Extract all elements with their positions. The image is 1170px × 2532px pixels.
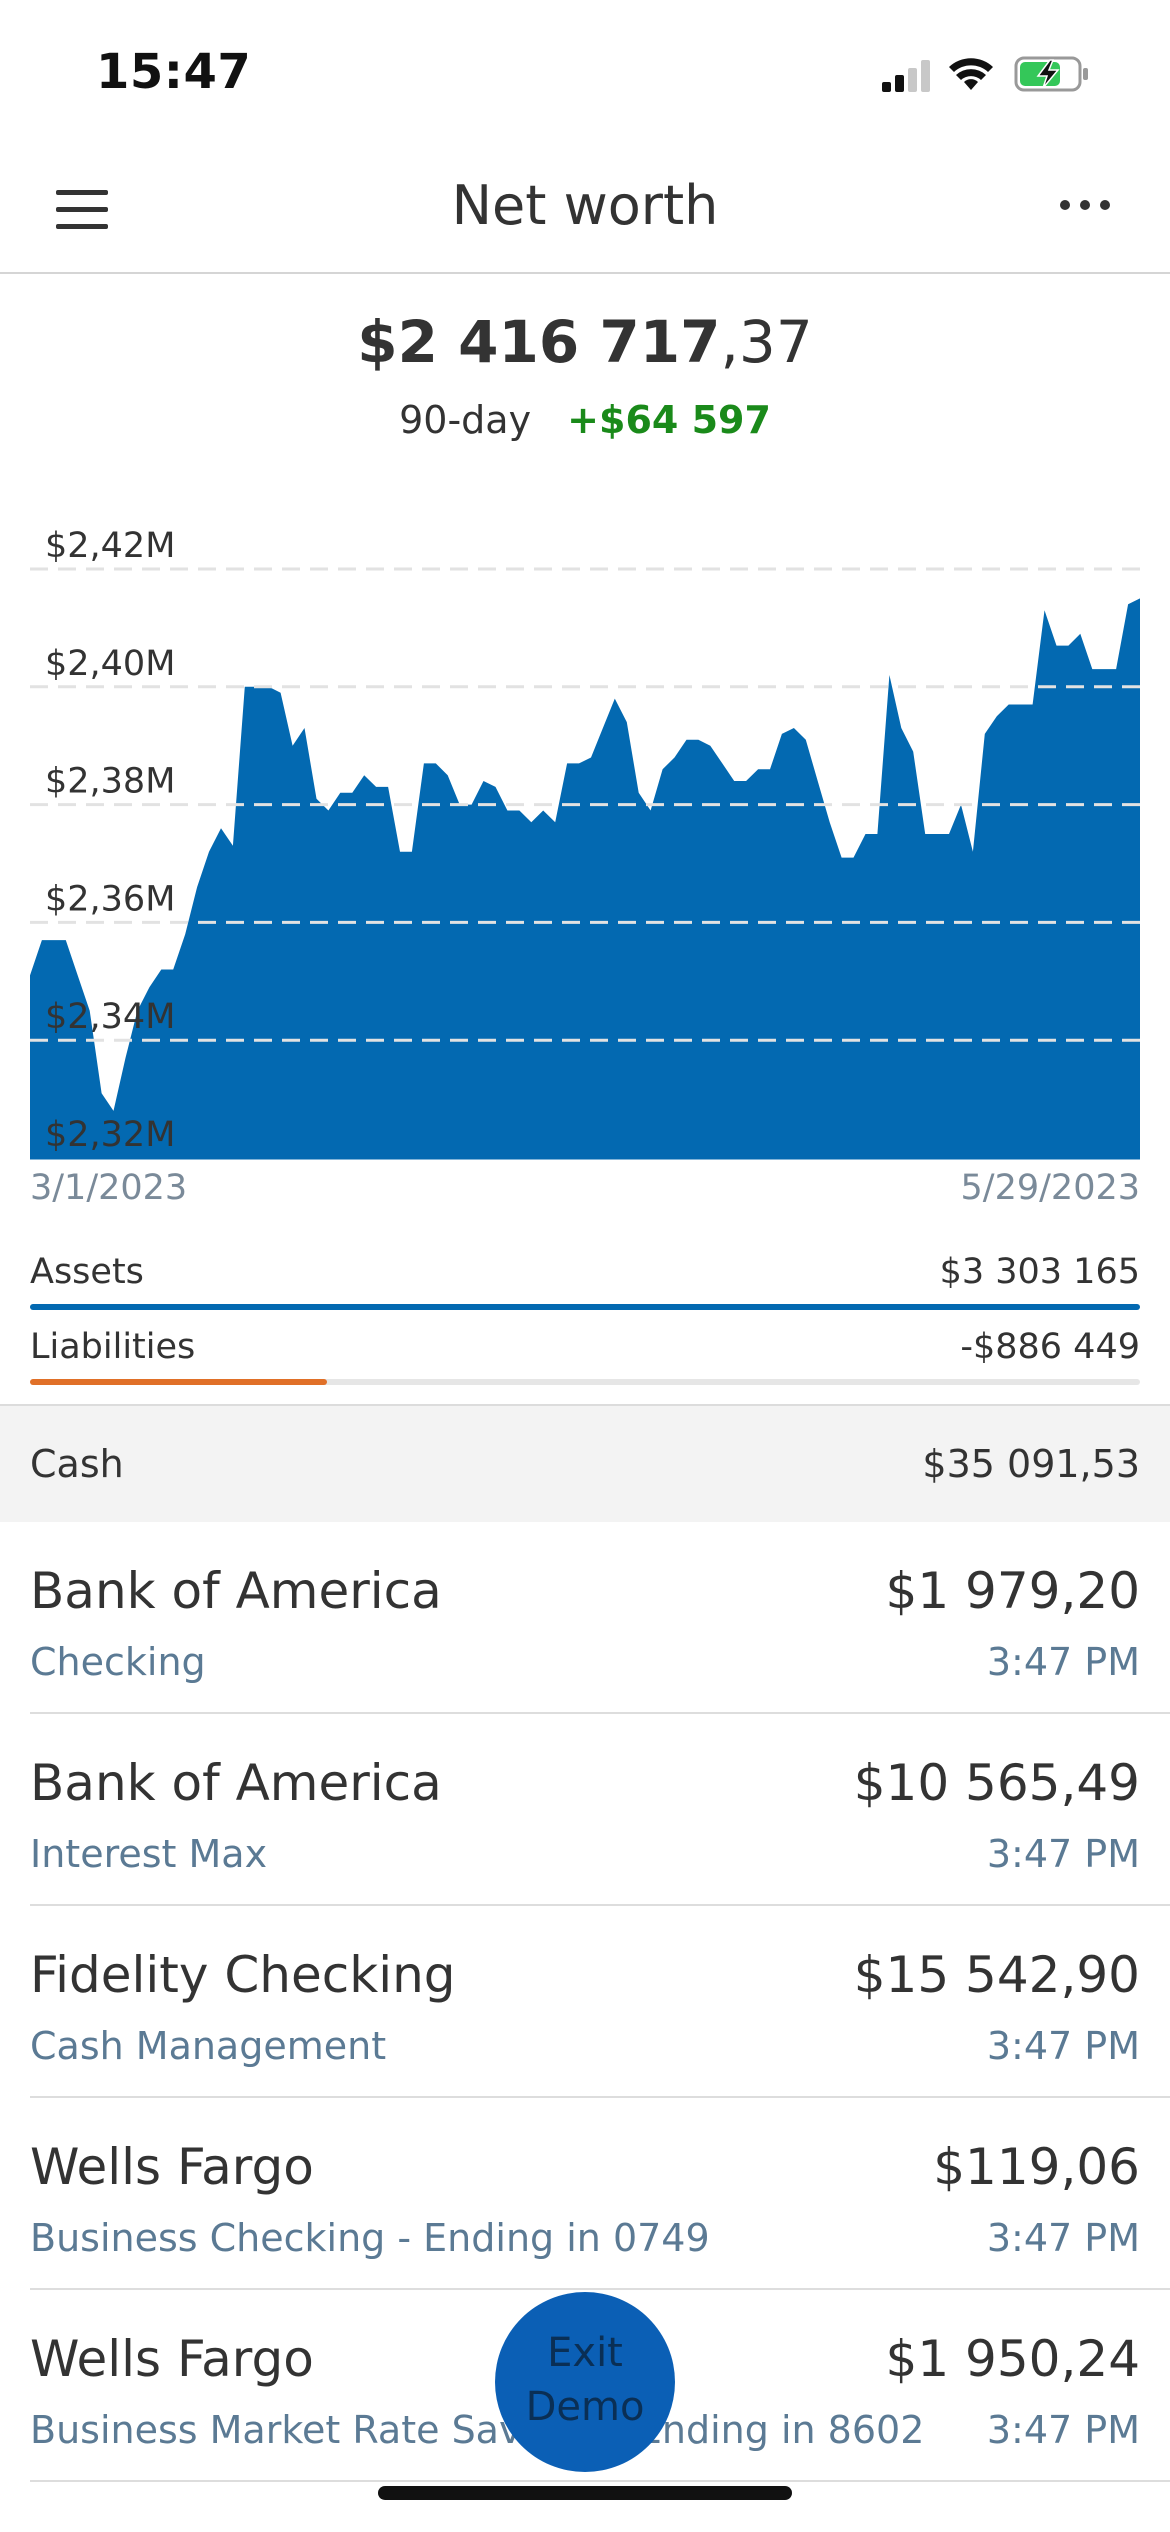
account-updated-time: 3:47 PM: [986, 2408, 1140, 2452]
account-type: Business Checking - Ending in 0749: [30, 2216, 710, 2260]
account-balance: $10 565,49: [853, 1754, 1140, 1812]
y-tick-label: $2,40M: [45, 644, 175, 684]
cash-section-header[interactable]: Cash $35 091,53: [0, 1404, 1170, 1522]
cellular-signal-icon: [882, 60, 930, 92]
net-worth-total: $2 416 717,37: [0, 308, 1170, 376]
exit-demo-button[interactable]: Exit Demo: [495, 2292, 675, 2472]
row-divider: [30, 2096, 1170, 2098]
net-worth-chart[interactable]: $2,42M $2,40M $2,38M $2,36M $2,34M $2,32M: [0, 510, 1170, 1210]
y-tick-label: $2,32M: [45, 1115, 175, 1155]
account-name: Fidelity Checking: [30, 1946, 456, 2004]
account-updated-time: 3:47 PM: [986, 2216, 1140, 2260]
assets-label: Assets: [30, 1252, 144, 1292]
hamburger-menu-icon[interactable]: [50, 182, 120, 238]
liabilities-bar: [30, 1379, 1140, 1385]
net-worth-change: 90-day +$64 597: [0, 398, 1170, 442]
account-row[interactable]: Wells Fargo $119,06 Business Checking - …: [0, 2098, 1170, 2290]
nav-bar: Net worth: [0, 140, 1170, 274]
cash-total: $35 091,53: [922, 1442, 1140, 1486]
account-row[interactable]: Fidelity Checking $15 542,90 Cash Manage…: [0, 1906, 1170, 2098]
exit-demo-label-line1: Exit: [547, 2330, 623, 2376]
page-title: Net worth: [451, 174, 719, 237]
change-value: +$64 597: [567, 398, 771, 442]
exit-demo-label-line2: Demo: [525, 2384, 645, 2430]
net-worth-area-series[interactable]: [30, 598, 1140, 1158]
chart-end-date: 5/29/2023: [960, 1168, 1140, 1208]
cash-label: Cash: [30, 1442, 124, 1486]
account-name: Wells Fargo: [30, 2138, 314, 2196]
y-tick-label: $2,38M: [45, 762, 175, 802]
assets-value: $3 303 165: [939, 1252, 1140, 1292]
account-balance: $119,06: [933, 2138, 1140, 2196]
account-updated-time: 3:47 PM: [986, 2024, 1140, 2068]
account-row[interactable]: Bank of America $1 979,20 Checking 3:47 …: [0, 1522, 1170, 1714]
account-type: Checking: [30, 1640, 206, 1684]
account-updated-time: 3:47 PM: [986, 1640, 1140, 1684]
account-type: Interest Max: [30, 1832, 268, 1876]
row-divider: [30, 1712, 1170, 1714]
account-balance: $1 979,20: [885, 1562, 1140, 1620]
more-horizontal-icon[interactable]: [1050, 186, 1120, 226]
y-tick-label: $2,36M: [45, 879, 175, 919]
liabilities-bar-fill: [30, 1379, 328, 1385]
battery-charging-icon: [1014, 56, 1088, 92]
account-name: Wells Fargo: [30, 2330, 314, 2388]
assets-bar: [30, 1304, 1140, 1310]
net-worth-whole: $2 416 717: [357, 308, 721, 376]
account-name: Bank of America: [30, 1562, 442, 1620]
account-updated-time: 3:47 PM: [986, 1832, 1140, 1876]
row-divider: [30, 2480, 1170, 2482]
account-name: Bank of America: [30, 1754, 442, 1812]
row-divider: [30, 2288, 1170, 2290]
account-balance: $15 542,90: [853, 1946, 1140, 2004]
account-row[interactable]: Wells Fargo $1 950,24 Business Market Ra…: [0, 2290, 1170, 2482]
account-row[interactable]: Bank of America $10 565,49 Interest Max …: [0, 1714, 1170, 1906]
account-balance: $1 950,24: [885, 2330, 1140, 2388]
row-divider: [30, 1904, 1170, 1906]
assets-row[interactable]: Assets $3 303 165: [30, 1252, 1140, 1312]
assets-bar-fill: [30, 1304, 1140, 1310]
chart-start-date: 3/1/2023: [30, 1168, 188, 1208]
period-label: 90-day: [399, 398, 532, 442]
account-type: Cash Management: [30, 2024, 387, 2068]
status-bar: 15:47: [0, 0, 1170, 140]
account-type: Business Market Rate Savings - Ending in…: [30, 2408, 925, 2452]
liabilities-value: -$886 449: [960, 1327, 1140, 1367]
liabilities-label: Liabilities: [30, 1327, 196, 1367]
y-tick-label: $2,42M: [45, 526, 175, 566]
status-time: 15:47: [96, 44, 252, 100]
net-worth-decimal: ,37: [720, 308, 813, 376]
liabilities-row[interactable]: Liabilities -$886 449: [30, 1327, 1140, 1387]
y-tick-label: $2,34M: [45, 997, 175, 1037]
net-worth-area-chart[interactable]: $2,42M $2,40M $2,38M $2,36M $2,34M $2,32M: [0, 510, 1170, 1170]
home-indicator[interactable]: [378, 2486, 792, 2500]
wifi-icon: [949, 58, 993, 90]
